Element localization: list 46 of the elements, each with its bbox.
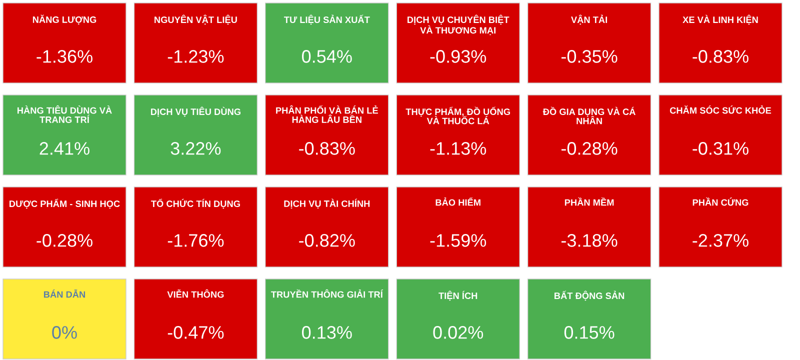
category-label: ĐỒ GIA DỤNG VÀ CÁ NHÂN bbox=[542, 106, 636, 124]
category-label: HÀNG TIÊU DÙNG VÀ TRANG TRÍ bbox=[17, 105, 112, 123]
data-label: -1.76% bbox=[168, 234, 224, 247]
category-label: PHẦN MỀM bbox=[564, 197, 614, 206]
data-label: -1.23% bbox=[168, 50, 224, 63]
category-label: TƯ LIỆU SẢN XUẤT bbox=[284, 14, 370, 25]
category-label: DỊCH VỤ TÀI CHÍNH bbox=[284, 198, 370, 208]
category-label: NGUYÊN VẬT LIỆU bbox=[154, 14, 237, 25]
category-label: VIỄN THÔNG bbox=[167, 289, 224, 298]
category-label: VẬN TẢI bbox=[571, 14, 608, 25]
data-label: -0.82% bbox=[299, 234, 355, 247]
category-label: THỰC PHẨM, ĐỒ UỐNG VÀ THUỐC LÁ bbox=[406, 106, 510, 124]
category-label: TIỆN ÍCH bbox=[438, 290, 478, 301]
data-label: 0% bbox=[52, 326, 77, 339]
data-label: -1.36% bbox=[36, 50, 92, 63]
data-label: -0.83% bbox=[692, 50, 748, 63]
data-label: 0.13% bbox=[302, 326, 352, 339]
data-label: -0.31% bbox=[692, 142, 748, 155]
category-label: BẢO HIỂM bbox=[436, 197, 480, 206]
category-label: TRUYỀN THÔNG GIẢI TRÍ bbox=[270, 289, 384, 298]
category-label: BÁN DẪN bbox=[44, 289, 86, 298]
data-label: -1.13% bbox=[430, 142, 486, 155]
data-label: -0.83% bbox=[299, 142, 355, 155]
category-label: DỊCH VỤ TIÊU DÙNG bbox=[150, 106, 240, 117]
data-label: -0.28% bbox=[36, 234, 92, 247]
category-label: BẤT ĐỘNG SẢN bbox=[554, 290, 624, 301]
category-label: NĂNG LƯỢNG bbox=[32, 14, 96, 24]
data-label: 0.54% bbox=[302, 50, 352, 63]
data-label: 0.02% bbox=[433, 326, 484, 339]
category-label: PHẦN CỨNG bbox=[692, 197, 748, 206]
data-label: -0.47% bbox=[168, 326, 224, 339]
data-label: 2.41% bbox=[40, 142, 90, 155]
category-label: DƯỢC PHẨM - SINH HỌC bbox=[10, 198, 120, 209]
data-label: -2.37% bbox=[692, 234, 748, 247]
data-label: 0.15% bbox=[564, 326, 614, 339]
category-label: XE VÀ LINH KIỆN bbox=[682, 14, 758, 25]
category-label: PHÂN PHỐI VÀ BÁN LẺ HÀNG LÂU BỀN bbox=[276, 105, 378, 123]
data-label: -0.35% bbox=[562, 50, 618, 63]
category-label: DỊCH VỤ CHUYÊN BIỆT VÀ THƯƠNG MẠI bbox=[408, 14, 510, 36]
data-label: 3.22% bbox=[170, 142, 221, 155]
data-label: -0.93% bbox=[430, 50, 486, 63]
data-label: -0.28% bbox=[562, 142, 618, 155]
category-label: TỔ CHỨC TÍN DỤNG bbox=[151, 198, 240, 209]
category-label: CHĂM SÓC SỨC KHỎE bbox=[670, 105, 772, 114]
data-label: -1.59% bbox=[430, 234, 486, 247]
data-label: -3.18% bbox=[562, 234, 618, 247]
